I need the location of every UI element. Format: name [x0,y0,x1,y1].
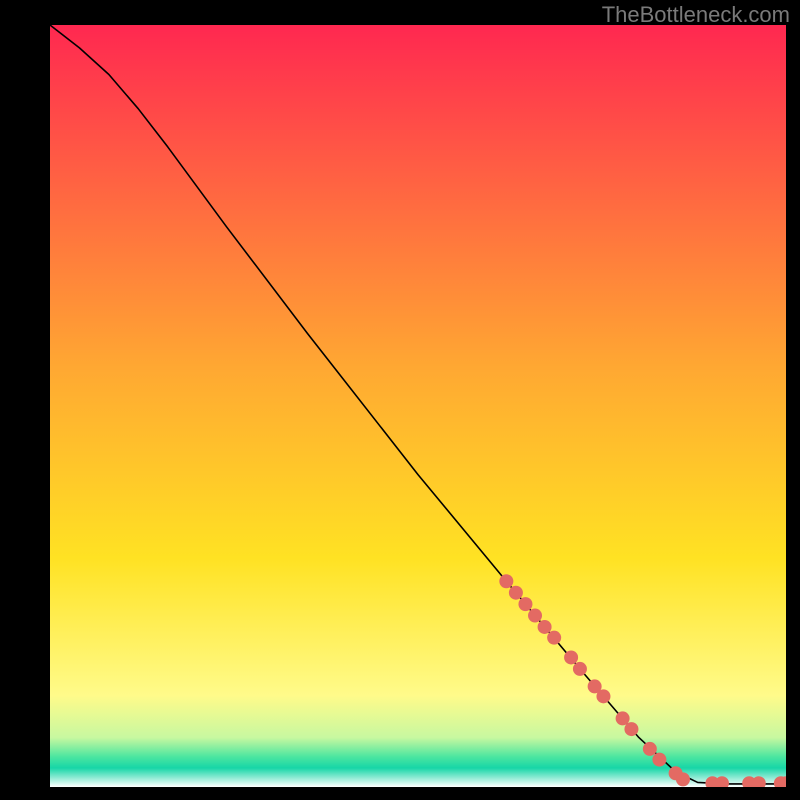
stage: TheBottleneck.com [0,0,800,800]
chart-svg [50,25,786,787]
data-marker [509,586,523,600]
data-marker [547,631,561,645]
data-marker [564,650,578,664]
data-marker [573,662,587,676]
data-marker [676,772,690,786]
data-marker [643,742,657,756]
data-marker [596,689,610,703]
data-marker [624,722,638,736]
data-marker [499,574,513,588]
data-marker [518,597,532,611]
data-marker [528,609,542,623]
attribution-label: TheBottleneck.com [602,2,790,28]
chart-plot-area [50,25,786,787]
data-marker [652,753,666,767]
gradient-background [50,25,786,787]
data-marker [538,620,552,634]
